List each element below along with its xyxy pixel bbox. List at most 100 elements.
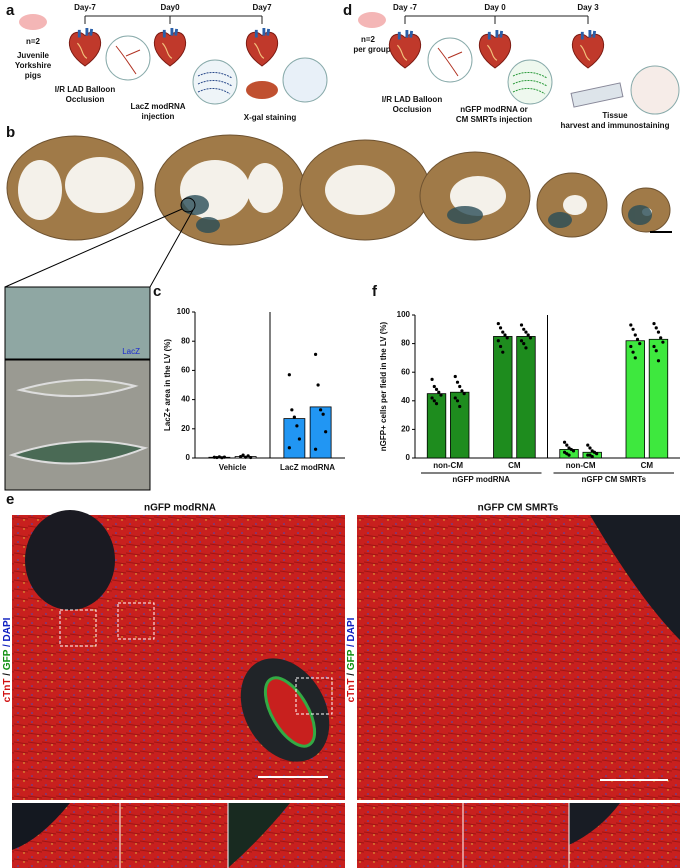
modrna: [197, 72, 233, 95]
data-point: [460, 389, 464, 393]
stain-cTnT: cTnT: [2, 679, 13, 703]
data-point: [453, 396, 457, 400]
panel-label: f: [372, 283, 378, 300]
cohort-text: n=2: [361, 35, 376, 44]
zoom-circle: [105, 35, 151, 81]
step-text: Occlusion: [393, 105, 432, 114]
data-point: [434, 387, 439, 391]
y-tick-label: 100: [177, 307, 191, 316]
y-tick-label: 20: [181, 424, 190, 433]
data-point: [246, 454, 250, 458]
zoom-lines: [4, 208, 194, 288]
y-tick-label: 40: [181, 395, 190, 404]
data-point: [432, 399, 436, 403]
vessel-area: [25, 510, 115, 610]
artery: [115, 45, 141, 75]
data-point: [505, 336, 509, 340]
step-text: nGFP modRNA or: [460, 105, 528, 114]
group-label: nGFP CM SMRTs: [581, 475, 646, 484]
stain-GFP: GFP: [2, 649, 13, 670]
data-point: [567, 453, 571, 457]
data-point: [501, 330, 505, 334]
data-point: [458, 384, 462, 389]
data-point: [430, 377, 434, 381]
y-tick-label: 60: [181, 366, 190, 375]
slide-icon: [570, 82, 624, 108]
stain-label: cTnT / GFP / DAPI: [2, 617, 13, 702]
data-point: [313, 447, 318, 451]
data-point: [498, 326, 503, 330]
data-point: [430, 396, 434, 400]
data-point: [222, 455, 227, 459]
day-label: Day7: [252, 3, 272, 12]
zoom-circle: [630, 65, 680, 115]
zoom-circle: [192, 59, 238, 105]
data-point: [629, 323, 633, 327]
cell: [16, 378, 139, 398]
image-title: nGFP modRNA: [144, 503, 216, 514]
stain-label: cTnT / GFP / DAPI: [346, 617, 357, 702]
lacz-staining: [181, 195, 652, 233]
data-point: [217, 455, 221, 459]
subgroup-label: non-CM: [566, 461, 596, 470]
bar: [283, 418, 306, 459]
data-point: [462, 392, 466, 396]
bar: [625, 340, 645, 459]
inset-label: LacZ: [122, 347, 140, 356]
data-point: [652, 321, 656, 326]
data-point: [432, 384, 436, 389]
data-point: [595, 452, 599, 456]
cohort-text: pigs: [25, 71, 42, 80]
data-point: [659, 336, 663, 340]
heart-icon: [67, 26, 103, 68]
data-point: [588, 446, 592, 450]
artery: [437, 47, 463, 77]
panel-label: a: [6, 2, 15, 19]
data-point: [571, 449, 576, 453]
panel-label: c: [153, 283, 161, 300]
zoom-images: [12, 803, 680, 868]
data-point: [635, 337, 640, 341]
panel-e: nGFP modRNA nGFP CM SMRTs cTnT / GFP / D…: [2, 503, 680, 868]
stain-GFP: GFP: [346, 649, 357, 670]
y-axis-label: nGFP+ cells per field in the LV (%): [379, 321, 388, 451]
data-point: [496, 339, 500, 343]
data-point: [638, 342, 642, 346]
heart-icon: [387, 28, 423, 70]
data-point: [498, 344, 503, 349]
data-point: [458, 404, 462, 409]
y-tick-label: 80: [181, 336, 190, 345]
panel-a: n=2 Juvenile Yorkshire pigs Day-7 Day0 D…: [15, 3, 328, 122]
modrna: [512, 72, 548, 95]
panel-b: LacZ: [4, 134, 672, 491]
y-axis-label: LacZ+ area in the LV (%): [163, 339, 172, 431]
y-tick-label: 80: [401, 339, 410, 348]
image-title: nGFP CM SMRTs: [478, 503, 559, 514]
timeline: [84, 15, 263, 24]
data-point: [519, 339, 524, 343]
data-point: [501, 350, 505, 354]
step-text: Occlusion: [66, 95, 105, 104]
stain-cTnT: cTnT: [346, 679, 357, 703]
panel-label: e: [6, 491, 14, 508]
data-point: [522, 327, 526, 331]
data-point: [654, 349, 658, 353]
cohort-text: Juvenile: [17, 51, 50, 60]
step-text: X-gal staining: [244, 113, 297, 122]
data-point: [633, 356, 637, 360]
data-point: [455, 380, 460, 384]
data-point: [295, 424, 299, 428]
panel-label: b: [6, 124, 15, 141]
heart-icon: [570, 28, 606, 70]
step-text: CM SMRTs injection: [456, 115, 532, 124]
heart-icon: [244, 26, 280, 68]
slice-cavities: [18, 157, 652, 220]
zoom-circle: [282, 57, 328, 103]
y-tick-label: 20: [401, 425, 410, 434]
data-point: [290, 408, 294, 412]
data-point: [631, 327, 635, 331]
stain-DAPI: / DAPI: [346, 617, 357, 647]
data-point: [287, 446, 291, 450]
data-point: [297, 437, 302, 441]
heart-icon: [477, 28, 513, 70]
